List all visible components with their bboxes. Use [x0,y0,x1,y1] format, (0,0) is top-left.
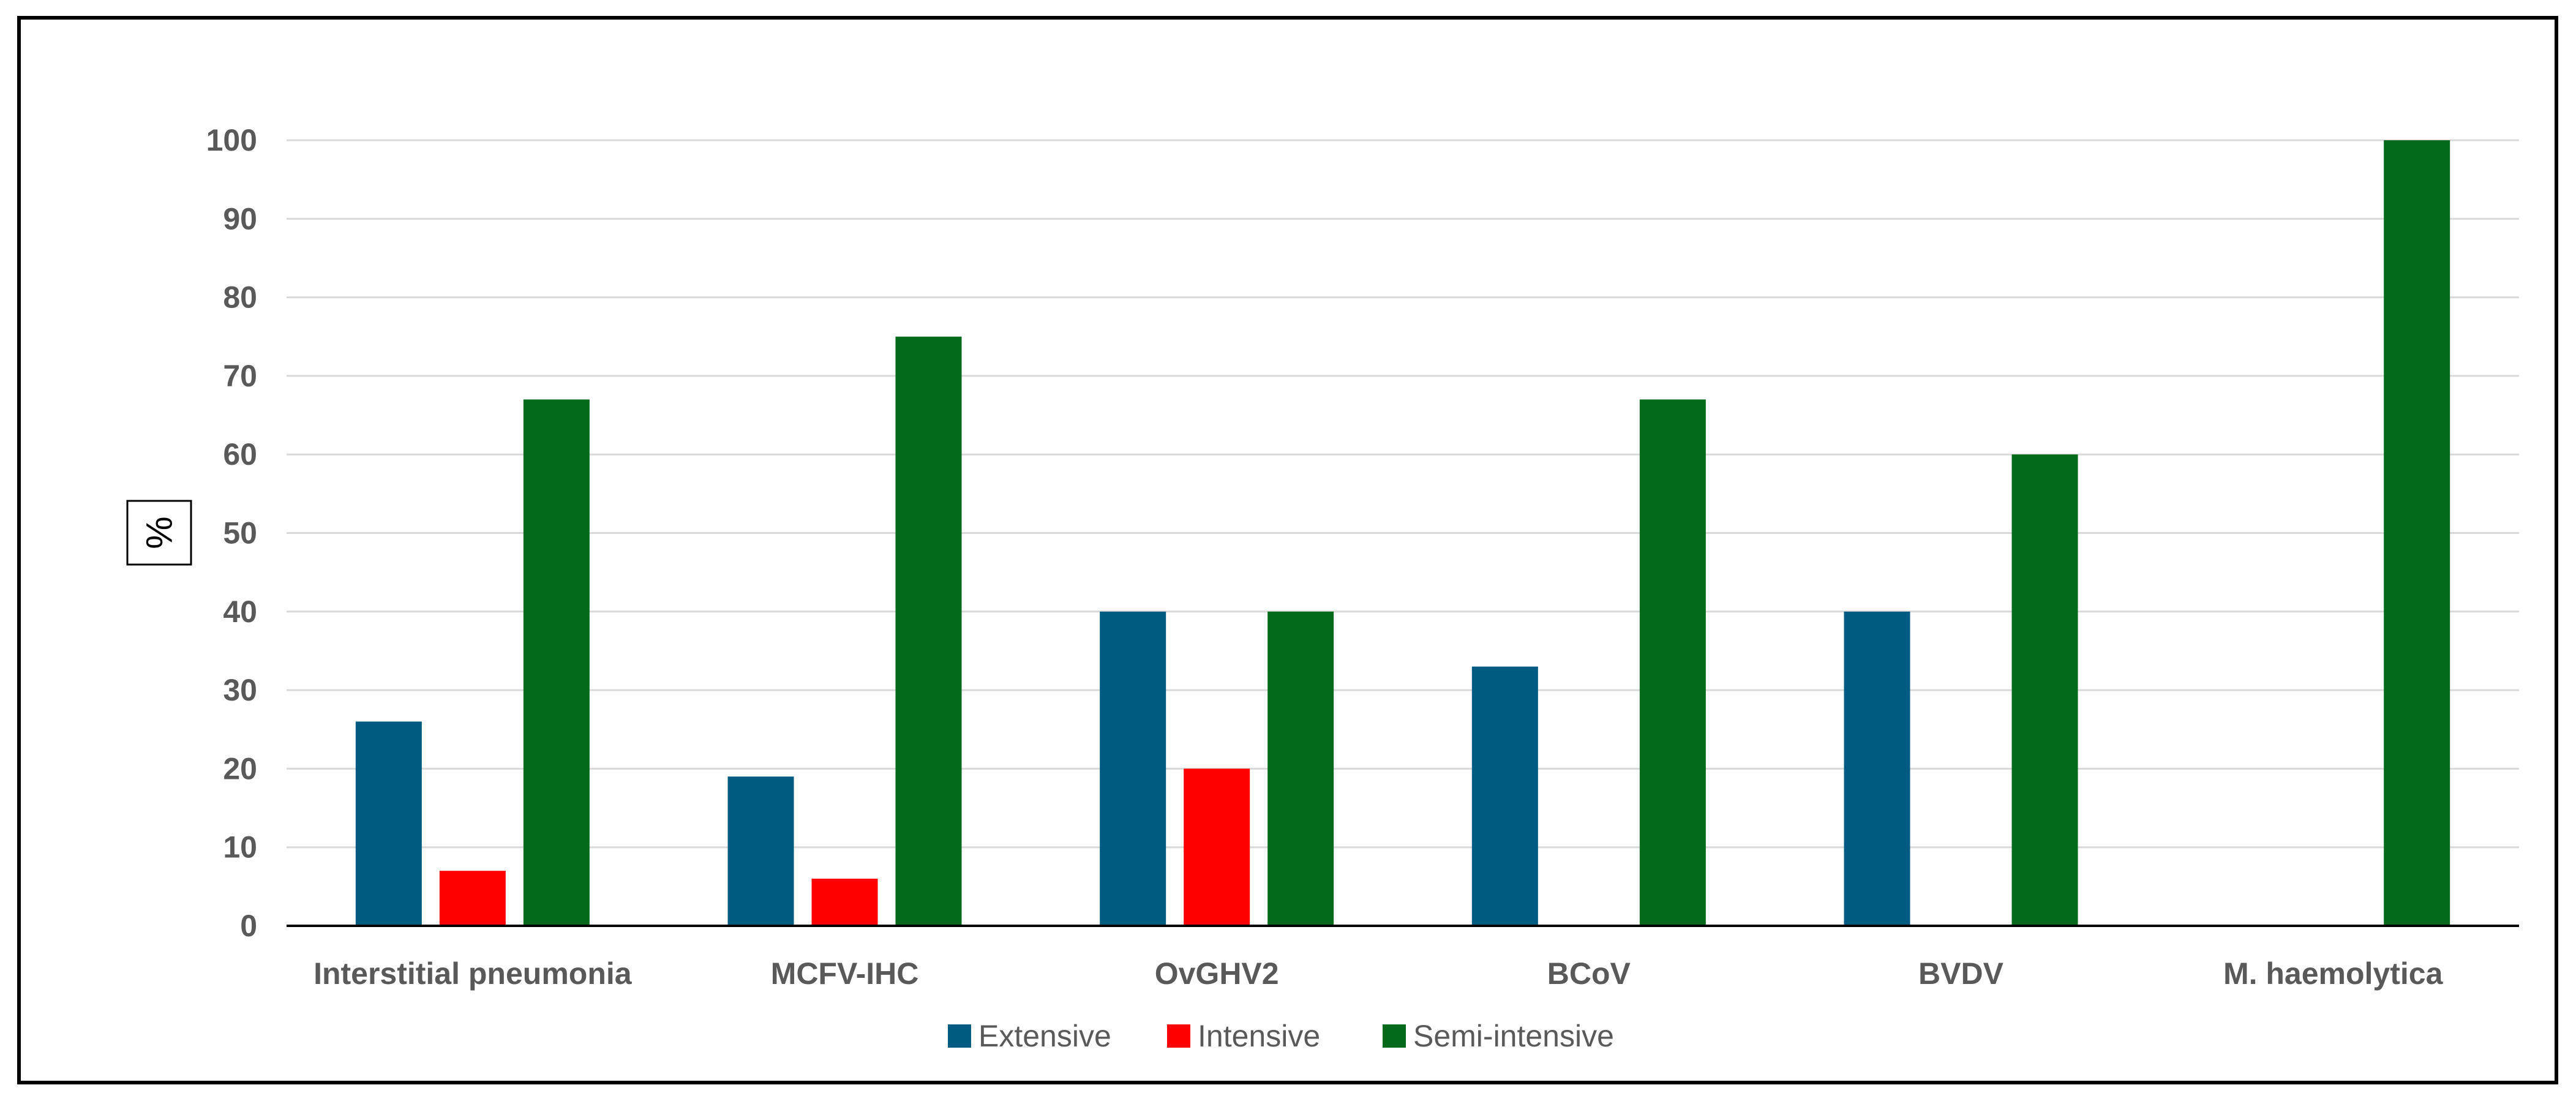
x-category-label: OvGHV2 [1155,956,1279,991]
bar-semi-intensive [895,336,962,926]
y-tick-label: 90 [223,201,257,236]
y-axis-label-box: % [126,500,192,566]
bar-extensive [1844,611,1910,926]
bar-semi-intensive [1267,611,1334,926]
legend-swatch [1383,1024,1406,1048]
x-category-label: BVDV [1918,956,2004,991]
bar-semi-intensive [523,399,590,926]
bar-intensive [811,879,878,926]
bars [355,140,2450,926]
bar-extensive [1100,611,1166,926]
bar-extensive [355,721,422,926]
y-axis-ticks: 0 10 20 30 40 50 60 70 80 90 100 [206,123,257,943]
bar-intensive [1184,768,1250,926]
bar-extensive [1471,666,1538,926]
x-category-label: BCoV [1547,956,1631,991]
y-tick-label: 80 [223,280,257,315]
legend-label: Intensive [1198,1019,1320,1053]
bar-semi-intensive [2384,140,2450,926]
y-tick-label: 0 [240,909,257,943]
bar-semi-intensive [2011,454,2078,926]
y-axis-label-frame [126,500,192,566]
y-tick-label: 100 [206,123,257,157]
y-axis-label: % [139,516,180,549]
bar-semi-intensive [1639,399,1706,926]
bar-extensive [727,776,794,926]
x-category-label: MCFV-IHC [771,956,919,991]
y-tick-label: 40 [223,595,257,629]
y-tick-label: 50 [223,516,257,550]
legend-swatch [1167,1024,1190,1048]
legend: Extensive Intensive Semi-intensive [948,1019,1614,1053]
bar-intensive [439,871,506,926]
gridlines [287,139,2519,849]
y-tick-label: 30 [223,673,257,707]
y-tick-label: 10 [223,830,257,865]
legend-label: Extensive [978,1019,1111,1053]
legend-swatch [948,1024,971,1048]
x-category-label: M. haemolytica [2223,956,2444,991]
x-category-label: Interstitial pneumonia [314,956,633,991]
y-tick-label: 20 [223,751,257,786]
y-tick-label: 70 [223,359,257,393]
legend-label: Semi-intensive [1413,1019,1614,1053]
x-axis-categories: Interstitial pneumonia MCFV-IHC OvGHV2 BCoV… [314,956,2444,991]
y-tick-label: 60 [223,437,257,471]
